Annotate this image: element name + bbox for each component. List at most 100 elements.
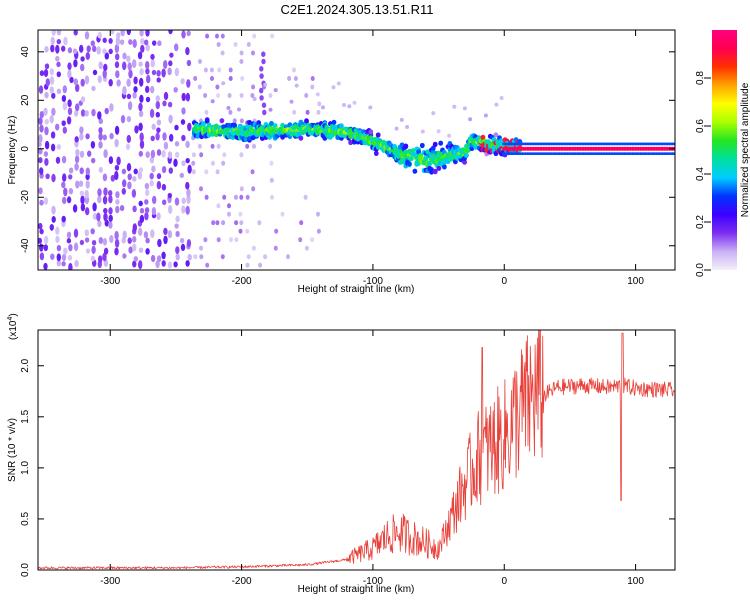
snr-y-multiplier-exp: 4 xyxy=(7,317,14,321)
spectrogram-cell-1201 xyxy=(429,169,434,175)
spectrogram-cell-295 xyxy=(139,67,144,76)
spectrogram-cell-128 xyxy=(80,96,86,103)
spectrogram-cell-542 xyxy=(316,109,321,115)
spectrogram-cell-275 xyxy=(133,76,138,85)
spectrogram-cell-1454 xyxy=(321,105,325,110)
spectrogram-y-tick-label: -20 xyxy=(20,190,31,205)
spectrogram-cell-447 xyxy=(203,67,208,73)
spectrogram-cell-113 xyxy=(73,59,78,68)
spectrogram-cell-327 xyxy=(150,149,156,159)
spectrogram-cell-517 xyxy=(270,194,274,200)
spectrogram-cell-496 xyxy=(245,262,250,268)
spectrogram-cell-418 xyxy=(187,122,192,132)
spectrogram-cell-434 xyxy=(199,152,204,158)
spectrogram-cell-908 xyxy=(322,135,328,141)
spectrogram-cell-148 xyxy=(84,31,90,40)
spectrogram-cell-151 xyxy=(91,245,96,255)
spectrogram-cell-309 xyxy=(145,151,150,158)
spectrogram-cell-1467 xyxy=(447,133,452,138)
spectrogram-cell-430 xyxy=(193,76,198,81)
spectrogram-cell-1152 xyxy=(410,148,416,154)
spectrogram-cell-382 xyxy=(175,253,180,261)
spectrogram-cell-396 xyxy=(179,237,185,244)
spectrogram-cell-117 xyxy=(79,239,85,246)
spectrogram-cell-343 xyxy=(155,132,160,141)
spectrogram-cell-360 xyxy=(163,141,169,150)
spectrogram-cell-1450 xyxy=(273,88,278,93)
spectrogram-cell-359 xyxy=(161,149,166,158)
spectrogram-cell-16 xyxy=(38,85,44,94)
spectrogram-cell-256 xyxy=(126,78,131,87)
spectrogram-cell-353 xyxy=(161,251,166,260)
snr-x-tick-label: 0 xyxy=(501,576,507,587)
spectrogram-cell-249 xyxy=(127,173,132,181)
spectrogram-cell-32 xyxy=(43,68,49,78)
spectrogram-cell-212 xyxy=(108,37,113,44)
spectrogram-cell-287 xyxy=(138,150,143,157)
spectrogram-cell-413 xyxy=(186,188,191,198)
spectrogram-cell-337 xyxy=(156,255,162,263)
spectrogram-cell-92 xyxy=(66,116,72,125)
spectrogram-cell-26 xyxy=(44,126,49,136)
colorbar-tick-label: 0.6 xyxy=(695,119,706,133)
spectrogram-cell-48 xyxy=(50,44,55,53)
spectrogram-cell-1340 xyxy=(480,134,486,140)
spectrogram-cell-238 xyxy=(121,168,127,175)
spectrogram-cell-265 xyxy=(132,235,137,243)
spectrogram-cell-108 xyxy=(74,136,79,143)
spectrogram-cell-494 xyxy=(239,59,244,64)
spectrogram-x-tick-label: -100 xyxy=(363,276,383,287)
spectrogram-cell-209 xyxy=(109,103,114,112)
spectrogram-cell-550 xyxy=(259,66,264,72)
spectrogram-cell-310 xyxy=(145,96,151,103)
spectrogram-cell-230 xyxy=(115,36,121,46)
spectrogram-cell-513 xyxy=(257,220,262,226)
spectrogram-cell-847 xyxy=(298,135,304,141)
spectrogram-cell-120 xyxy=(79,190,85,196)
spectrogram-cell-457 xyxy=(215,169,220,175)
spectrogram-x-tick-label: -300 xyxy=(100,276,120,287)
spectrogram-cell-1223 xyxy=(438,140,444,146)
colorbar-ticks: 0.0 0.2 0.4 0.6 0.8 xyxy=(695,71,711,277)
spectrogram-cell-170 xyxy=(98,166,104,173)
spectrogram-cell-1177 xyxy=(419,142,425,149)
spectrogram-cell-100 xyxy=(73,242,79,252)
spectrogram-cell-317 xyxy=(145,30,150,37)
spectrogram-cell-1468 xyxy=(452,104,457,109)
spectrogram-cell-414 xyxy=(185,181,190,190)
spectrogram-cell-290 xyxy=(138,122,143,132)
spectrogram-cell-173 xyxy=(98,127,103,134)
spectrogram-cell-319 xyxy=(150,229,155,238)
spectrogram-cell-185 xyxy=(104,219,110,227)
spectrogram-cell-2 xyxy=(38,237,42,244)
spectrogram-cell-1377 xyxy=(493,150,499,157)
spectrogram-cell-106 xyxy=(75,148,80,157)
spectrogram-cell-356 xyxy=(162,199,167,206)
spectrogram-cell-489 xyxy=(239,152,244,158)
spectrogram-cell-312 xyxy=(146,74,151,84)
spectrogram-cell-297 xyxy=(137,51,143,60)
spectrogram-cell-347 xyxy=(155,100,160,110)
spectrogram-cell-667 xyxy=(232,122,238,128)
spectrogram-cell-531 xyxy=(298,237,303,243)
spectrogram-cell-363 xyxy=(163,91,169,101)
spectrogram-cell-463 xyxy=(215,33,219,39)
spectrogram-cell-551 xyxy=(261,58,266,65)
spectrogram-cell-55 xyxy=(55,226,60,236)
spectrogram-cell-54 xyxy=(55,235,60,243)
spectrogram-cell-21 xyxy=(43,197,49,205)
spectrogram-cell-214 xyxy=(114,247,119,256)
spectrogram-cell-394 xyxy=(174,43,179,52)
spectrogram-cell-403 xyxy=(181,107,186,115)
spectrogram-cell-37 xyxy=(51,215,56,223)
spectrogram-cell-197 xyxy=(104,52,110,60)
spectrogram-cell-1472 xyxy=(494,102,499,107)
spectrogram-cell-509 xyxy=(251,84,256,90)
spectrogram-cell-152 xyxy=(91,239,97,246)
spectrogram-cell-304 xyxy=(144,211,149,221)
spectrogram-cell-839 xyxy=(296,131,302,137)
spectrogram-cell-462 xyxy=(216,42,221,47)
spectrogram-cell-492 xyxy=(239,93,244,98)
spectrogram-cell-338 xyxy=(157,238,162,248)
spectrogram-cell-526 xyxy=(286,254,290,260)
